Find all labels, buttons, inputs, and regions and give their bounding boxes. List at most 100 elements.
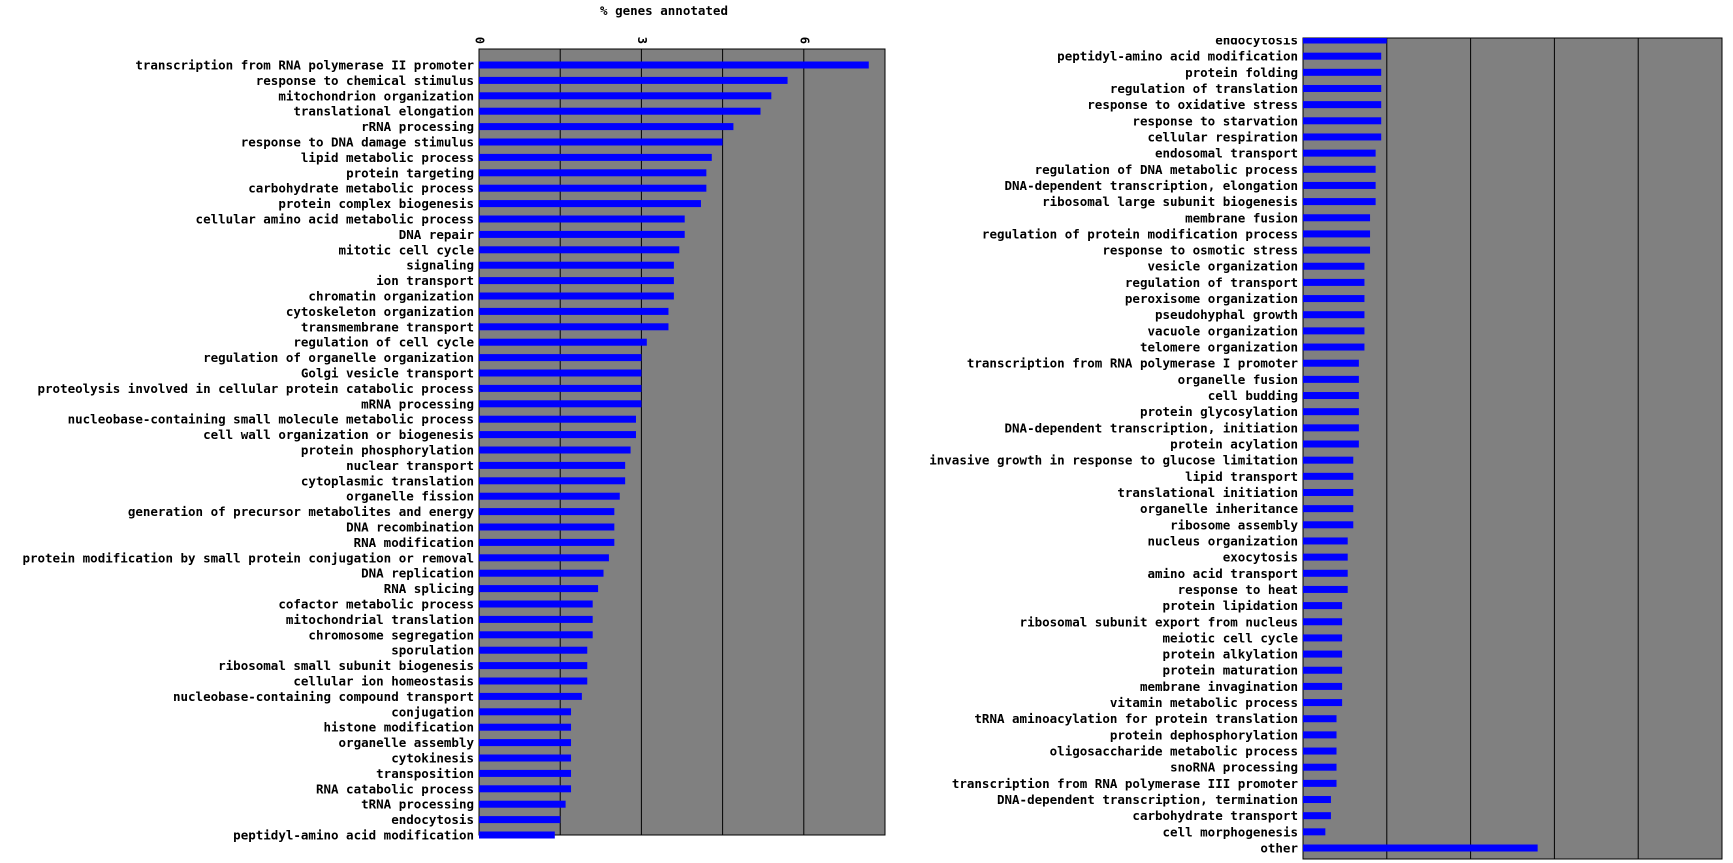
category-label: carbohydrate transport [1132, 808, 1298, 823]
bar [479, 538, 615, 546]
bar [1303, 327, 1365, 335]
bar [1303, 699, 1343, 707]
bar [1303, 38, 1387, 44]
category-label: lipid transport [1185, 469, 1298, 484]
category-label: response to DNA damage stimulus [241, 135, 474, 150]
bar [479, 831, 555, 839]
x-tick-label: 6 [797, 37, 811, 44]
category-label: vitamin metabolic process [1110, 695, 1298, 710]
category-label: peptidyl-amino acid modification [233, 828, 474, 843]
category-label: vesicle organization [1147, 259, 1298, 274]
category-label: telomere organization [1140, 340, 1298, 355]
category-label: regulation of transport [1125, 275, 1298, 290]
category-label: RNA catabolic process [316, 781, 474, 796]
bar [1303, 117, 1382, 125]
bar [479, 723, 572, 731]
category-label: mRNA processing [361, 396, 474, 411]
bar [1303, 715, 1337, 723]
bar [1303, 165, 1376, 173]
category-label: nucleus organization [1147, 533, 1298, 548]
category-label: response to oxidative stress [1087, 97, 1298, 112]
category-label: rRNA processing [361, 119, 474, 134]
category-label: endosomal transport [1155, 146, 1298, 161]
bar [1303, 246, 1371, 254]
category-label: protein glycosylation [1140, 404, 1298, 419]
bar [1303, 424, 1359, 432]
bar [1303, 52, 1382, 60]
bar [479, 585, 599, 593]
category-label: cell wall organization or biogenesis [203, 427, 474, 442]
category-label: mitochondrial translation [286, 612, 474, 627]
category-label: DNA-dependent transcription, elongation [1005, 178, 1299, 193]
category-label: mitochondrion organization [278, 88, 474, 103]
bar [479, 230, 685, 238]
category-label: organelle fusion [1178, 372, 1298, 387]
bar [479, 153, 712, 161]
category-label: other [1260, 841, 1298, 856]
bar [1303, 731, 1337, 739]
category-label: transmembrane transport [301, 319, 474, 334]
category-label: cytoplasmic translation [301, 473, 474, 488]
category-label: organelle fission [346, 489, 474, 504]
bar [1303, 311, 1365, 319]
bar [1303, 763, 1337, 771]
bar [479, 277, 674, 285]
category-label: ion transport [376, 273, 474, 288]
category-label: cofactor metabolic process [278, 597, 474, 612]
category-label: amino acid transport [1147, 566, 1298, 581]
category-label: chromosome segregation [308, 627, 474, 642]
category-label: organelle inheritance [1140, 501, 1299, 516]
bar [479, 662, 588, 670]
bar [1303, 214, 1371, 222]
category-label: response to starvation [1132, 113, 1298, 128]
category-label: peptidyl-amino acid modification [1057, 49, 1298, 64]
bar [1303, 149, 1376, 157]
category-label: pseudohyphal growth [1155, 307, 1298, 322]
bar [479, 631, 593, 639]
bar [479, 769, 572, 777]
bar [479, 615, 593, 623]
category-label: tRNA processing [361, 797, 474, 812]
bar [1303, 181, 1376, 189]
category-label: vacuole organization [1147, 323, 1298, 338]
bar [479, 415, 636, 423]
category-label: regulation of organelle organization [203, 350, 474, 365]
bar [479, 200, 701, 208]
bar [479, 492, 620, 500]
bar [1303, 537, 1348, 545]
category-label: sporulation [391, 643, 474, 658]
category-label: transcription from RNA polymerase III pr… [952, 776, 1299, 791]
bar [479, 692, 582, 700]
bar [1303, 844, 1538, 852]
bar [1303, 456, 1354, 464]
plot-area [478, 48, 886, 836]
bar [479, 123, 734, 131]
category-label: cytoskeleton organization [286, 304, 474, 319]
category-label: peroxisome organization [1125, 291, 1298, 306]
category-label: mitotic cell cycle [339, 242, 475, 257]
category-label: cellular amino acid metabolic process [196, 212, 474, 227]
left-panel: transcription from RNA polymerase II pro… [22, 37, 886, 843]
category-label: membrane fusion [1185, 210, 1298, 225]
bar [1303, 682, 1343, 690]
category-label: protein complex biogenesis [278, 196, 474, 211]
bar [479, 92, 772, 100]
bar [1303, 101, 1382, 109]
bar [479, 261, 674, 269]
category-label: signaling [406, 258, 474, 273]
category-label: DNA recombination [346, 520, 474, 535]
bar [1303, 585, 1348, 593]
bar [1303, 295, 1365, 303]
bar [1303, 408, 1359, 416]
bar [479, 61, 869, 69]
bar [1303, 488, 1354, 496]
bar [479, 477, 626, 485]
bar [479, 246, 680, 254]
bar [479, 739, 572, 747]
bar [479, 600, 593, 608]
category-label: transposition [376, 766, 474, 781]
bar [1303, 828, 1326, 836]
bar [1303, 505, 1354, 513]
category-label: lipid metabolic process [301, 150, 474, 165]
category-label: meiotic cell cycle [1163, 630, 1299, 645]
